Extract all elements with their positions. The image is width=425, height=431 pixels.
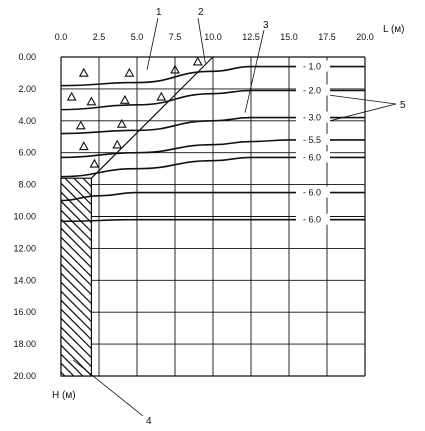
- y-tick-7: 14.00: [13, 275, 36, 285]
- hatch-line: [61, 308, 92, 341]
- y-tick-4: 8.00: [18, 180, 36, 190]
- triangle-markers: [66, 56, 203, 168]
- x-tick-0: 0.0: [55, 32, 68, 42]
- leader-4: [72, 359, 144, 417]
- x-tick-4: 10.0: [204, 32, 222, 42]
- contour-label-2: - 3.0: [303, 113, 321, 123]
- contour-labels: - 1.0 - 2.0 - 3.0 - 5.5 - 6.0 - 6.0 - 6.0: [296, 60, 330, 225]
- triangle-marker-9: [116, 118, 127, 128]
- leader-3: [244, 29, 265, 113]
- hatch-line: [61, 218, 92, 251]
- hatch-line: [82, 178, 92, 188]
- hatch-line: [61, 191, 92, 224]
- contour-label-bg-5: [296, 186, 330, 198]
- y-tick-8: 16.00: [13, 307, 36, 317]
- contour-label-0: - 1.0: [303, 62, 321, 72]
- contour-label-bg-4: [296, 151, 330, 163]
- y-tick-labels: 0.00 2.00 4.00 6.00 8.00 10.00 12.00 14.00 16.00…: [13, 52, 36, 381]
- callout-3: 3: [263, 20, 269, 31]
- triangle-marker-3: [192, 56, 203, 66]
- x-tick-8: 20.0: [356, 32, 374, 42]
- leader-lines: [72, 17, 397, 417]
- contour-label-5: - 6.0: [303, 188, 321, 198]
- contour-label-bg-0: [296, 60, 330, 72]
- y-tick-1: 2.00: [18, 84, 36, 94]
- x-tick-labels: 0.0 2.5 5.0 7.5 10.0 12.5 15.0 17.5 20.0: [55, 32, 374, 42]
- hatch-line: [61, 227, 92, 260]
- contour-label-bg-3: [296, 133, 330, 145]
- callout-2: 2: [198, 7, 204, 18]
- y-tick-6: 12.00: [13, 243, 36, 253]
- hatch-line: [64, 178, 92, 206]
- y-tick-5: 10.00: [13, 212, 36, 222]
- hatch-line: [61, 254, 92, 287]
- y-axis-label: H (м): [52, 390, 76, 401]
- hatch-line: [61, 353, 84, 376]
- hatch-line: [61, 299, 92, 332]
- hatch-line: [61, 317, 92, 350]
- hatch-line: [61, 263, 92, 296]
- x-tick-2: 5.0: [131, 32, 144, 42]
- x-tick-5: 12.5: [242, 32, 260, 42]
- x-axis-label: L (м): [383, 24, 405, 35]
- hatch-line: [61, 209, 92, 242]
- wall-hatch-lines: [61, 138, 92, 431]
- triangle-marker-8: [75, 120, 86, 130]
- hatch-line: [61, 290, 92, 323]
- triangle-marker-2: [170, 64, 180, 74]
- hatch-line: [61, 138, 91, 168]
- hatched-wall: [60, 138, 92, 431]
- contour-label-bg-6: [296, 213, 330, 225]
- leader-boundary-2: [90, 56, 214, 179]
- triangle-marker-7: [156, 91, 167, 101]
- triangle-marker-10: [78, 141, 89, 151]
- y-tick-2: 4.00: [18, 116, 36, 126]
- callout-1: 1: [156, 7, 162, 18]
- hatch-line: [61, 326, 92, 359]
- hatch-line: [61, 272, 92, 305]
- x-tick-7: 17.5: [318, 32, 336, 42]
- x-tick-6: 15.0: [280, 32, 298, 42]
- contour-label-bg-1: [296, 84, 330, 96]
- callout-5: 5: [400, 100, 406, 111]
- hatch-line: [61, 399, 91, 429]
- hatch-line: [61, 335, 92, 368]
- hatch-line: [61, 245, 92, 278]
- leader-5b: [329, 103, 397, 122]
- hatch-line: [61, 408, 91, 431]
- hatch-line: [61, 281, 92, 314]
- hatch-line: [61, 362, 75, 376]
- contour-label-3: - 5.5: [303, 135, 321, 145]
- leader-1: [146, 17, 159, 70]
- contour-label-bg-2: [296, 111, 330, 123]
- contour-label-4: - 6.0: [303, 152, 321, 162]
- callout-4: 4: [146, 416, 152, 427]
- triangle-marker-12: [89, 158, 100, 168]
- hatch-line: [73, 178, 92, 197]
- y-tick-10: 20.00: [13, 371, 36, 381]
- triangle-marker-6: [119, 94, 130, 104]
- hatch-line: [61, 147, 91, 177]
- leader-5a: [329, 94, 397, 105]
- triangle-marker-4: [66, 91, 77, 101]
- contour-label-6: - 6.0: [303, 215, 321, 225]
- x-tick-1: 2.5: [93, 32, 106, 42]
- x-tick-3: 7.5: [169, 32, 182, 42]
- triangle-marker-0: [78, 67, 89, 77]
- y-tick-9: 18.00: [13, 339, 36, 349]
- hatch-line: [61, 200, 92, 233]
- y-tick-3: 6.00: [18, 148, 36, 158]
- triangle-marker-11: [112, 139, 123, 149]
- y-tick-0: 0.00: [18, 52, 36, 62]
- leader-2: [197, 17, 206, 64]
- triangle-marker-5: [86, 96, 97, 106]
- hatch-line: [61, 236, 92, 269]
- contour-label-1: - 2.0: [303, 85, 321, 95]
- triangle-marker-1: [124, 67, 135, 77]
